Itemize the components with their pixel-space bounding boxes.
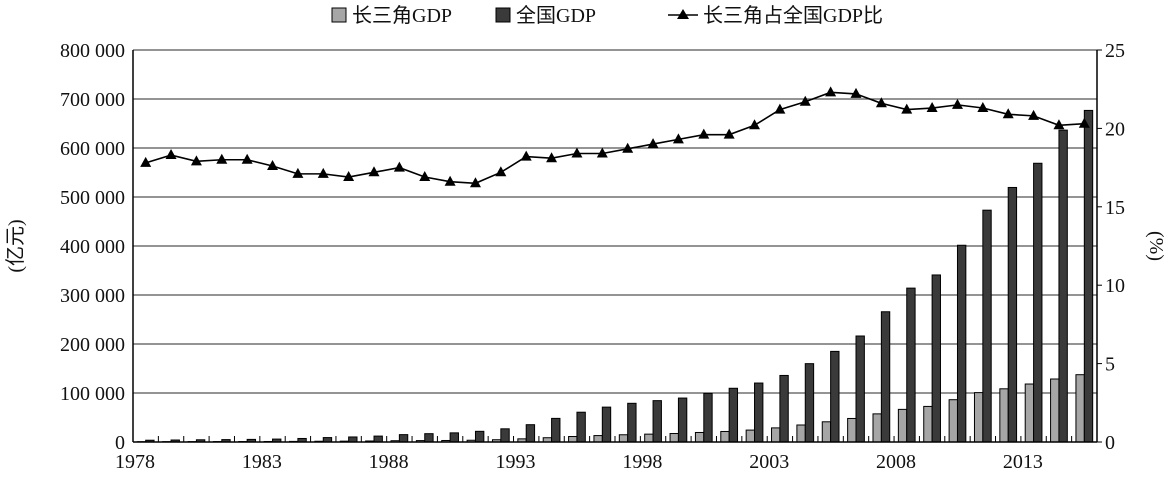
y-tick-label-right: 20 xyxy=(1105,118,1125,140)
y-tick-label-left: 500 000 xyxy=(60,187,125,209)
bar-yrd-gdp xyxy=(594,436,602,442)
ratio-point xyxy=(242,154,253,164)
bar-national-gdp xyxy=(374,436,382,442)
ratio-line xyxy=(140,86,1090,187)
bar-national-gdp xyxy=(1059,130,1067,442)
bar-national-gdp xyxy=(780,375,788,442)
y-tick-label-right: 25 xyxy=(1105,40,1125,62)
bar-national-gdp xyxy=(856,336,864,442)
bar-national-gdp xyxy=(755,383,763,442)
bar-national-gdp xyxy=(653,401,661,442)
bar-national-gdp xyxy=(349,437,357,442)
y-tick-label-left: 100 000 xyxy=(60,383,125,405)
x-tick-label: 1983 xyxy=(242,451,282,473)
bar-yrd-gdp xyxy=(645,434,653,442)
bar-national-gdp xyxy=(628,403,636,442)
bar-yrd-gdp xyxy=(1076,375,1084,442)
bar-national-gdp xyxy=(957,245,965,442)
y-axis-right-label: (%) xyxy=(1145,231,1166,261)
bar-yrd-gdp xyxy=(721,431,729,442)
ratio-point xyxy=(216,154,227,164)
bar-national-gdp xyxy=(704,393,712,442)
bar-national-gdp xyxy=(805,364,813,442)
bar-national-gdp xyxy=(602,407,610,442)
y-tick-label-left: 800 000 xyxy=(60,40,125,62)
bar-yrd-gdp xyxy=(848,418,856,442)
bar-national-gdp xyxy=(399,435,407,442)
bar-national-gdp xyxy=(729,388,737,442)
y-tick-label-right: 15 xyxy=(1105,197,1125,219)
legend-swatch-yrd-gdp xyxy=(332,8,346,22)
bar-yrd-gdp xyxy=(822,422,830,442)
y-tick-label-left: 300 000 xyxy=(60,285,125,307)
bar-yrd-gdp xyxy=(873,414,881,442)
ratio-point xyxy=(571,147,582,157)
x-tick-label: 1978 xyxy=(115,451,155,473)
y-tick-label-left: 600 000 xyxy=(60,138,125,160)
bar-national-gdp xyxy=(881,312,889,442)
x-tick-label: 1993 xyxy=(496,451,536,473)
ratio-point xyxy=(698,129,709,139)
bar-national-gdp xyxy=(831,351,839,442)
ratio-polyline xyxy=(146,92,1085,183)
bar-national-gdp xyxy=(907,288,915,442)
bar-national-gdp xyxy=(526,425,534,442)
ratio-point xyxy=(521,151,532,161)
bar-national-gdp xyxy=(678,398,686,442)
ratio-point xyxy=(825,86,836,96)
ratio-point xyxy=(495,166,506,176)
bar-yrd-gdp xyxy=(924,406,932,442)
bar-national-gdp xyxy=(983,210,991,442)
bars xyxy=(137,110,1092,442)
ratio-point xyxy=(318,168,329,178)
x-tick-label: 1998 xyxy=(622,451,662,473)
bar-national-gdp xyxy=(932,275,940,442)
bar-yrd-gdp xyxy=(898,409,906,442)
legend-label-ratio: 长三角占全国GDP比 xyxy=(703,4,883,27)
bar-yrd-gdp xyxy=(974,393,982,442)
bar-yrd-gdp xyxy=(772,428,780,442)
bar-yrd-gdp xyxy=(569,437,577,442)
legend-label-yrd-gdp: 长三角GDP xyxy=(352,4,452,27)
ratio-point xyxy=(394,162,405,172)
bar-national-gdp xyxy=(1084,110,1092,442)
y-tick-label-left: 400 000 xyxy=(60,236,125,258)
bar-yrd-gdp xyxy=(670,434,678,442)
bar-yrd-gdp xyxy=(949,400,957,442)
gridlines xyxy=(133,50,1097,393)
x-tick-label: 2008 xyxy=(876,451,916,473)
triangle-marker-icon xyxy=(677,9,689,19)
legend: 长三角GDP 全国GDP 长三角占全国GDP比 xyxy=(332,4,883,27)
bar-national-gdp xyxy=(501,429,509,442)
bar-yrd-gdp xyxy=(746,430,754,442)
bar-national-gdp xyxy=(425,434,433,442)
bar-yrd-gdp xyxy=(1025,384,1033,442)
bar-yrd-gdp xyxy=(797,425,805,442)
ratio-point xyxy=(166,149,177,159)
ratio-point xyxy=(749,119,760,129)
legend-swatch-national-gdp xyxy=(496,8,510,22)
bar-national-gdp xyxy=(577,412,585,442)
bar-national-gdp xyxy=(552,418,560,442)
y-tick-label-left: 200 000 xyxy=(60,334,125,356)
legend-label-national-gdp: 全国GDP xyxy=(516,4,596,27)
y-axis-left-label: (亿元) xyxy=(4,219,27,272)
x-tick-label: 1988 xyxy=(369,451,409,473)
bar-yrd-gdp xyxy=(695,432,703,442)
bar-yrd-gdp xyxy=(1051,379,1059,442)
bar-yrd-gdp xyxy=(619,435,627,442)
bar-national-gdp xyxy=(475,431,483,442)
y-tick-label-right: 5 xyxy=(1105,354,1115,376)
ratio-point xyxy=(952,99,963,109)
bar-national-gdp xyxy=(450,433,458,442)
bar-national-gdp xyxy=(1008,187,1016,442)
x-tick-label: 2003 xyxy=(749,451,789,473)
y-tick-label-right: 0 xyxy=(1105,432,1115,454)
bar-national-gdp xyxy=(1034,163,1042,442)
x-tick-label: 2013 xyxy=(1003,451,1043,473)
y-tick-label-left: 700 000 xyxy=(60,89,125,111)
bar-yrd-gdp xyxy=(1000,389,1008,442)
y-tick-label-right: 10 xyxy=(1105,275,1125,297)
